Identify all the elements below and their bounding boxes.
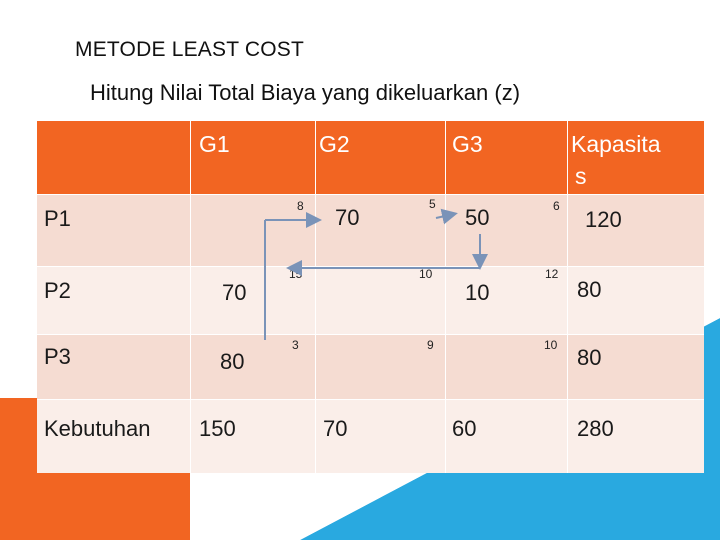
- table-row-p2: [37, 266, 704, 334]
- allocation-p1-g2: 70: [335, 205, 360, 230]
- column-header-g2: G2: [319, 131, 350, 157]
- column-header-capacity-wrap: s: [575, 163, 587, 189]
- capacity-p3: 80: [577, 345, 602, 370]
- allocation-p1-g3: 50: [465, 205, 490, 230]
- demand-label: Kebutuhan: [44, 416, 151, 441]
- allocation-p3-g1: 80: [220, 349, 245, 374]
- demand-total: 280: [577, 416, 614, 441]
- row-divider: [37, 266, 704, 267]
- allocation-p2-g3: 10: [465, 280, 490, 305]
- row-label-p2: P2: [44, 278, 71, 303]
- cost-p3-g2: 9: [427, 338, 434, 352]
- cost-p3-g3: 10: [544, 338, 558, 352]
- column-header-capacity: Kapasita: [571, 131, 661, 157]
- row-label-p1: P1: [44, 206, 71, 231]
- column-header-g1: G1: [199, 131, 230, 157]
- column-divider: [190, 121, 191, 473]
- column-divider: [445, 121, 446, 473]
- row-divider: [37, 194, 704, 195]
- cost-p2-g3: 12: [545, 267, 559, 281]
- capacity-p1: 120: [585, 207, 622, 232]
- page-subtitle: Hitung Nilai Total Biaya yang dikeluarka…: [90, 80, 521, 105]
- demand-g2: 70: [323, 416, 348, 441]
- demand-g3: 60: [452, 416, 477, 441]
- table-row-p1: [37, 194, 704, 266]
- cost-p1-g2: 5: [429, 197, 436, 211]
- table-row-demand: [37, 399, 704, 473]
- column-header-g3: G3: [452, 131, 483, 157]
- table-header-row: [37, 121, 704, 194]
- column-divider: [567, 121, 568, 473]
- cost-p1-g3: 6: [553, 199, 560, 213]
- row-divider: [37, 399, 704, 400]
- cost-p3-g1: 3: [292, 338, 299, 352]
- demand-g1: 150: [199, 416, 236, 441]
- row-divider: [37, 334, 704, 335]
- transport-table: G1 G2 G3 Kapasita s P1 8 5 6 70 50 120 P…: [37, 121, 704, 473]
- allocation-p2-g1: 70: [222, 280, 247, 305]
- table-row-p3: [37, 334, 704, 399]
- capacity-p2: 80: [577, 277, 602, 302]
- row-label-p3: P3: [44, 344, 71, 369]
- cost-p2-g2: 10: [419, 267, 433, 281]
- cost-p2-g1: 15: [289, 267, 303, 281]
- page-title: METODE LEAST COST: [75, 38, 305, 61]
- column-divider: [315, 121, 316, 473]
- cost-p1-g1: 8: [297, 199, 304, 213]
